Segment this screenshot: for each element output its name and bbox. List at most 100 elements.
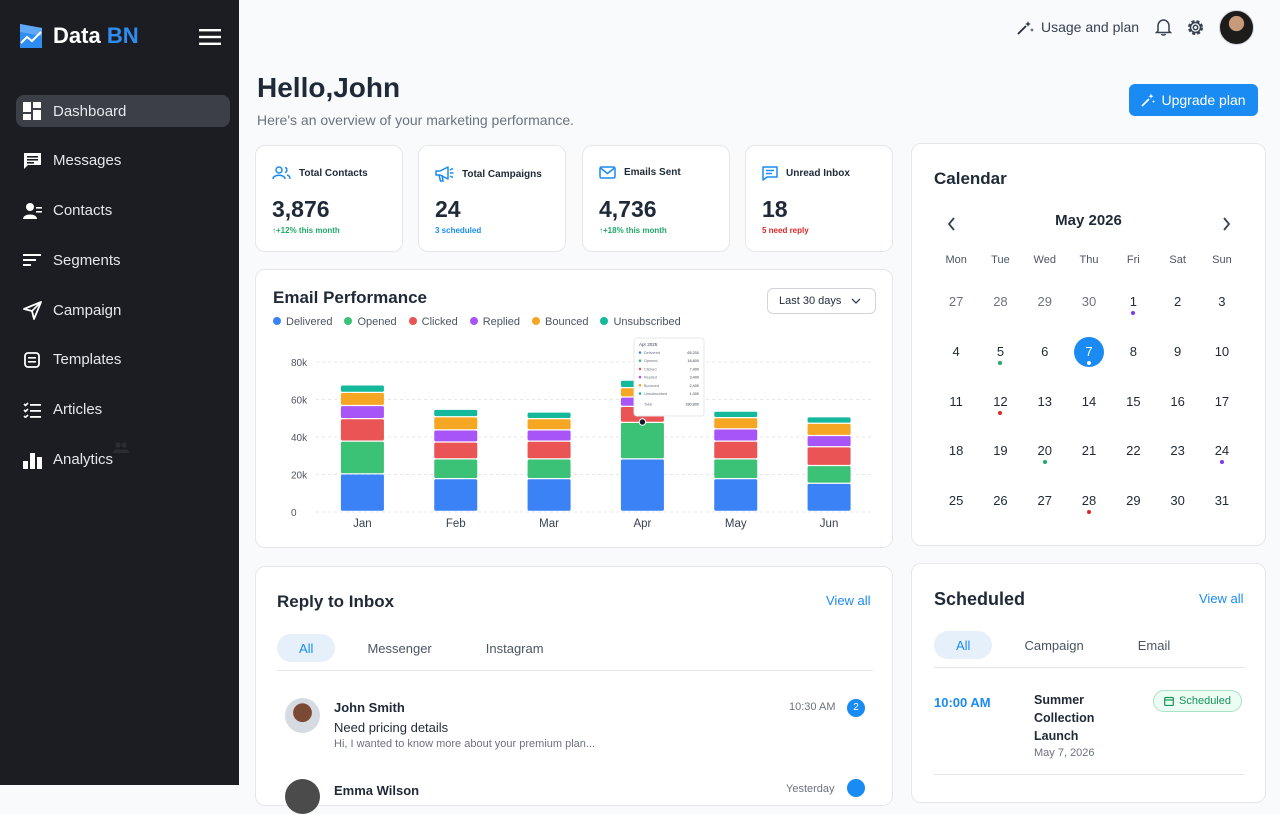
- calendar-day[interactable]: 3: [1200, 280, 1244, 330]
- tab-campaign[interactable]: Campaign: [1024, 637, 1084, 653]
- legend-item[interactable]: Unsubscribed: [600, 316, 681, 328]
- calendar-day[interactable]: 22: [1111, 429, 1155, 479]
- scheduled-title: Scheduled: [934, 589, 1026, 609]
- calendar-day[interactable]: 11: [934, 380, 978, 430]
- tab-email[interactable]: Email: [1137, 637, 1171, 653]
- stat-trend: ↑+18% this month: [599, 226, 667, 235]
- calendar-day[interactable]: 10: [1200, 330, 1244, 380]
- sidebar-item-dashboard[interactable]: Dashboard: [16, 95, 230, 127]
- sidebar-item-campaign[interactable]: Campaign: [16, 294, 230, 326]
- scheduled-date: May 7, 2026: [1034, 747, 1095, 759]
- bar-segment: [340, 406, 384, 418]
- sidebar-item-contacts[interactable]: Contacts: [16, 195, 230, 227]
- calendar-day[interactable]: 30: [1155, 479, 1199, 529]
- chevron-right-icon[interactable]: [1221, 217, 1231, 231]
- bar-segment: [620, 397, 664, 406]
- sidebar-item-analytics[interactable]: Analytics: [16, 441, 230, 476]
- calendar-day[interactable]: 31: [1200, 479, 1244, 529]
- sidebar-item-segments[interactable]: Segments: [16, 244, 230, 276]
- calendar-day[interactable]: 19: [978, 429, 1022, 479]
- calendar-day[interactable]: 6: [1023, 330, 1067, 380]
- mail-icon: [599, 166, 616, 179]
- inbox-view-all-link[interactable]: View all: [826, 593, 871, 608]
- legend-swatch: [532, 317, 541, 325]
- menu-icon[interactable]: [199, 28, 221, 46]
- legend-swatch: [273, 317, 281, 325]
- calendar-day-number: 9: [1174, 343, 1182, 359]
- calendar-day[interactable]: 5: [978, 330, 1022, 380]
- scheduled-view-all-link[interactable]: View all: [1199, 591, 1244, 606]
- calendar-day[interactable]: 27: [934, 280, 978, 330]
- calendar-card: Calendar May 2026 Mon Tue Wed Thu Fri Sat Sun 2…: [911, 143, 1266, 546]
- tab-messenger[interactable]: Messenger: [367, 640, 432, 656]
- legend-item[interactable]: Opened: [344, 316, 397, 328]
- calendar-day[interactable]: 28: [1067, 479, 1111, 529]
- calendar-day[interactable]: 29: [1023, 280, 1067, 330]
- tooltip-swatch: [638, 367, 642, 371]
- calendar-title: Calendar: [934, 169, 1007, 188]
- calendar-day[interactable]: 14: [1067, 380, 1111, 430]
- legend-item[interactable]: Clicked: [408, 316, 458, 328]
- bar-segment: [527, 412, 571, 418]
- stat-card-contacts[interactable]: Total Contacts 3,876 ↑+12% this month: [255, 145, 403, 252]
- calendar-day[interactable]: 4: [934, 330, 978, 380]
- calendar-day-number: 26: [993, 493, 1008, 509]
- calendar-day[interactable]: 20: [1023, 429, 1067, 479]
- legend-swatch: [344, 317, 353, 325]
- calendar-day[interactable]: 12: [978, 380, 1022, 430]
- message-row[interactable]: Emma Wilson Yesterday: [277, 777, 877, 814]
- usage-and-plan-link[interactable]: Usage and plan: [1017, 19, 1139, 35]
- legend-item[interactable]: Delivered: [273, 316, 332, 328]
- tab-all[interactable]: All: [934, 631, 993, 659]
- calendar-day[interactable]: 13: [1023, 380, 1067, 430]
- calendar-day[interactable]: 25: [934, 479, 978, 529]
- tooltip-swatch: [638, 384, 642, 387]
- scheduled-item[interactable]: 10:00 AM Summer Collection Launch May 7,…: [934, 686, 1245, 776]
- calendar-day[interactable]: 23: [1155, 429, 1199, 479]
- message-row[interactable]: John Smith Need pricing details Hi, I wa…: [277, 692, 877, 752]
- megaphone-icon: [435, 166, 454, 182]
- stat-card-unread-inbox[interactable]: Unread Inbox 18 5 need reply: [745, 145, 893, 252]
- event-dot: [1042, 460, 1047, 465]
- calendar-day[interactable]: 18: [934, 429, 978, 479]
- calendar-day[interactable]: 28: [978, 280, 1022, 330]
- calendar-day[interactable]: 26: [978, 479, 1022, 529]
- calendar-day[interactable]: 8: [1111, 330, 1155, 380]
- date-range-select[interactable]: Last 30 days: [767, 288, 876, 314]
- calendar-day[interactable]: 17: [1200, 380, 1244, 430]
- upgrade-plan-button[interactable]: Upgrade plan: [1129, 84, 1258, 116]
- calendar-day[interactable]: 27: [1023, 479, 1067, 529]
- tab-instagram[interactable]: Instagram: [485, 640, 544, 656]
- calendar-day[interactable]: 24: [1200, 429, 1244, 479]
- bar-segment: [434, 430, 478, 442]
- brand-logo[interactable]: Data BN: [17, 22, 139, 50]
- bar-segment: [434, 409, 478, 417]
- tab-all[interactable]: All: [277, 634, 336, 662]
- sidebar-item-articles[interactable]: Articles: [16, 394, 230, 426]
- stat-trend-label: +12% this month: [276, 226, 340, 235]
- calendar-day[interactable]: 9: [1155, 330, 1199, 380]
- calendar-day[interactable]: 21: [1067, 429, 1111, 479]
- bar-segment: [807, 483, 851, 511]
- chevron-left-icon[interactable]: [947, 217, 957, 231]
- bell-icon[interactable]: [1155, 18, 1173, 36]
- scheduled-title: Summer Collection Launch: [1034, 693, 1095, 743]
- x-tick-label: Jun: [820, 518, 839, 530]
- sidebar-item-templates[interactable]: Templates: [16, 344, 230, 376]
- sidebar-item-messages[interactable]: Messages: [16, 145, 230, 177]
- calendar-day[interactable]: 15: [1111, 380, 1155, 430]
- stat-card-emails-sent[interactable]: Emails Sent 4,736 ↑+18% this month: [582, 145, 730, 252]
- calendar-day-today[interactable]: 7: [1067, 330, 1111, 380]
- calendar-day[interactable]: 1: [1111, 280, 1155, 330]
- stat-card-campaigns[interactable]: Total Campaigns 24 3 scheduled: [418, 145, 566, 252]
- calendar-day[interactable]: 2: [1155, 280, 1199, 330]
- legend-item[interactable]: Replied: [469, 316, 520, 328]
- chart-tooltip: [633, 337, 705, 417]
- gear-icon[interactable]: [1186, 18, 1205, 37]
- calendar-day[interactable]: 16: [1155, 380, 1199, 430]
- calendar-day[interactable]: 30: [1067, 280, 1111, 330]
- user-avatar[interactable]: [1219, 9, 1255, 45]
- event-dot: [1219, 460, 1224, 465]
- legend-item[interactable]: Bounced: [532, 316, 588, 328]
- calendar-day[interactable]: 29: [1111, 479, 1155, 529]
